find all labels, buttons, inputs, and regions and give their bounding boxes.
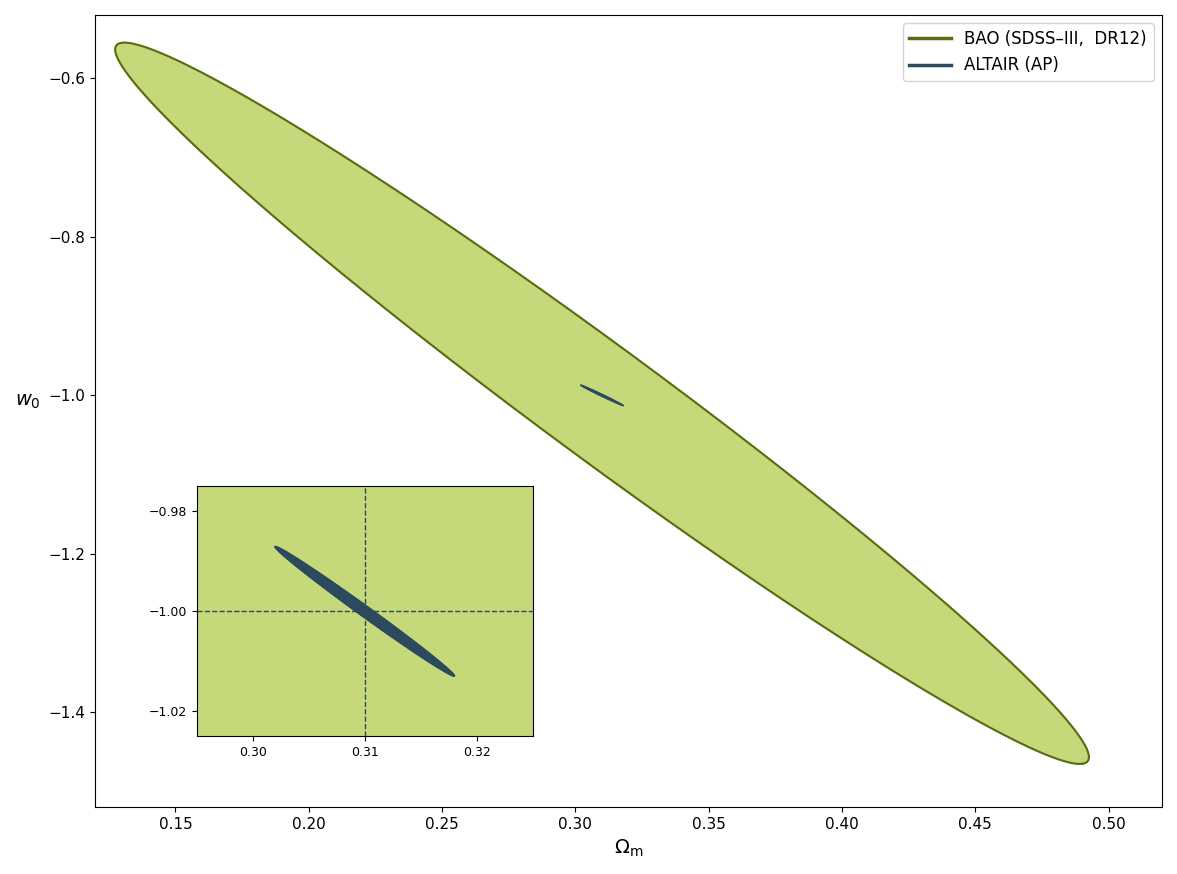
Polygon shape xyxy=(115,43,1089,764)
X-axis label: $\Omega_{\mathrm{m}}$: $\Omega_{\mathrm{m}}$ xyxy=(614,837,644,859)
Polygon shape xyxy=(580,385,624,406)
Y-axis label: $w_0$: $w_0$ xyxy=(15,392,41,411)
Legend: BAO (SDSS–III,  DR12), ALTAIR (AP): BAO (SDSS–III, DR12), ALTAIR (AP) xyxy=(903,24,1153,81)
